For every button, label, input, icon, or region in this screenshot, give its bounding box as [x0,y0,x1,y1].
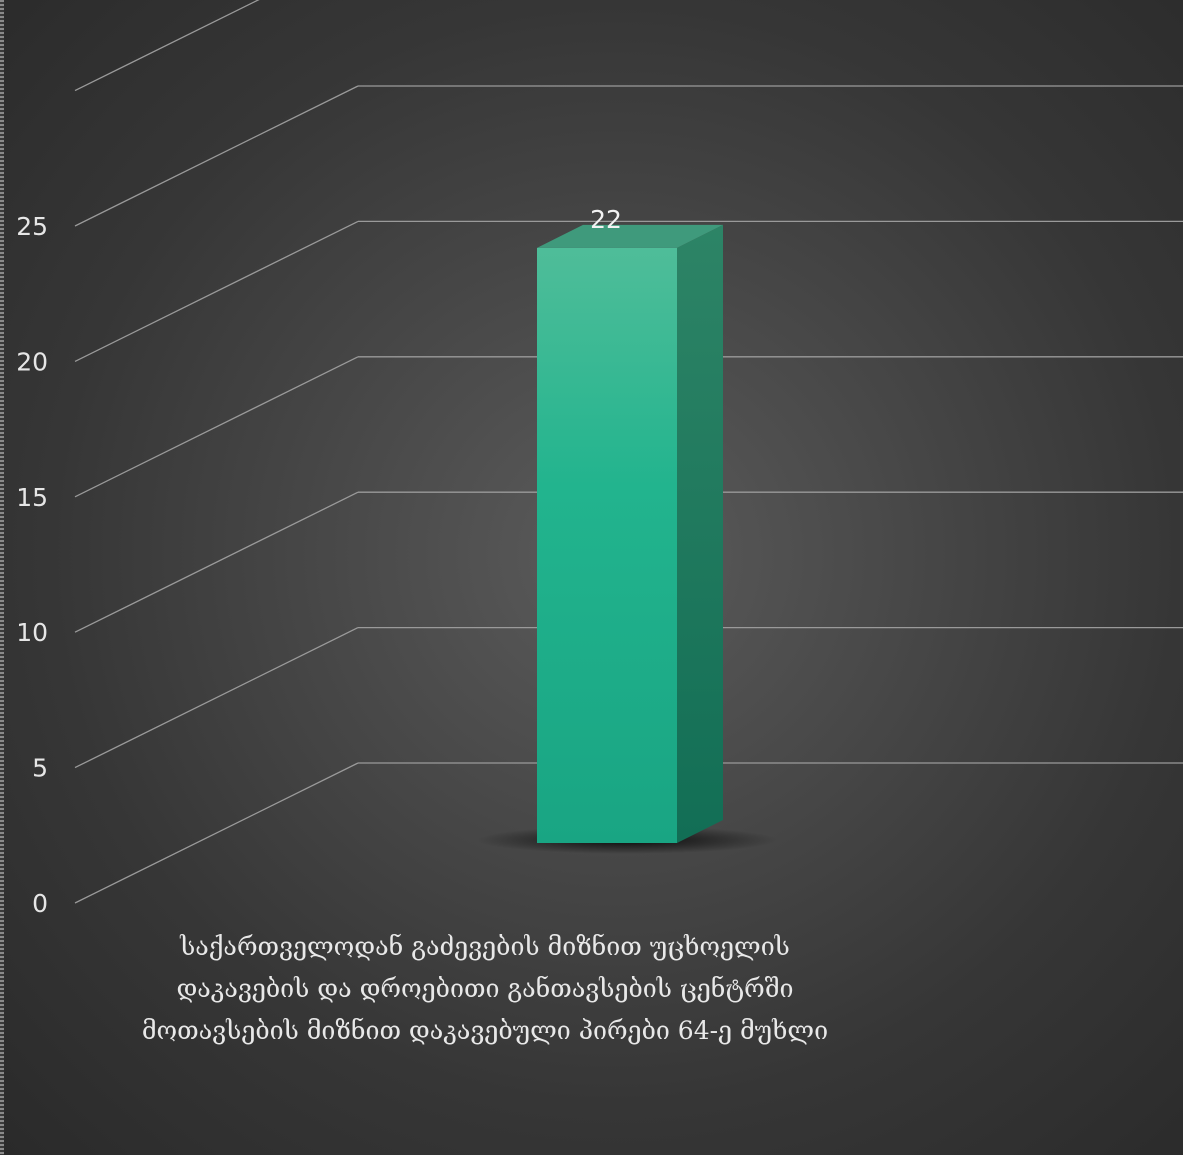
gridline-diagonal [74,491,359,633]
gridline-diagonal [74,0,260,92]
y-tick-label: 15 [16,483,48,512]
bar-front [537,247,677,843]
window-edge [0,0,4,1155]
bar-side [677,224,723,843]
gridline-diagonal [74,85,359,227]
gridline-diagonal [74,627,359,769]
y-tick-label: 25 [16,212,48,241]
y-tick-label: 10 [16,618,48,647]
y-tick-label: 0 [32,889,48,918]
gridline-diagonal [74,356,359,498]
bar-top [537,224,723,248]
y-tick-label: 5 [32,754,48,783]
category-label: საქართველოდან გაძევების მიზნით უცხოელის … [141,932,829,1045]
data-label: 22 [590,205,622,234]
gridline-diagonal [74,220,359,362]
gridline-diagonal [74,762,359,904]
y-tick-label: 20 [16,347,48,376]
